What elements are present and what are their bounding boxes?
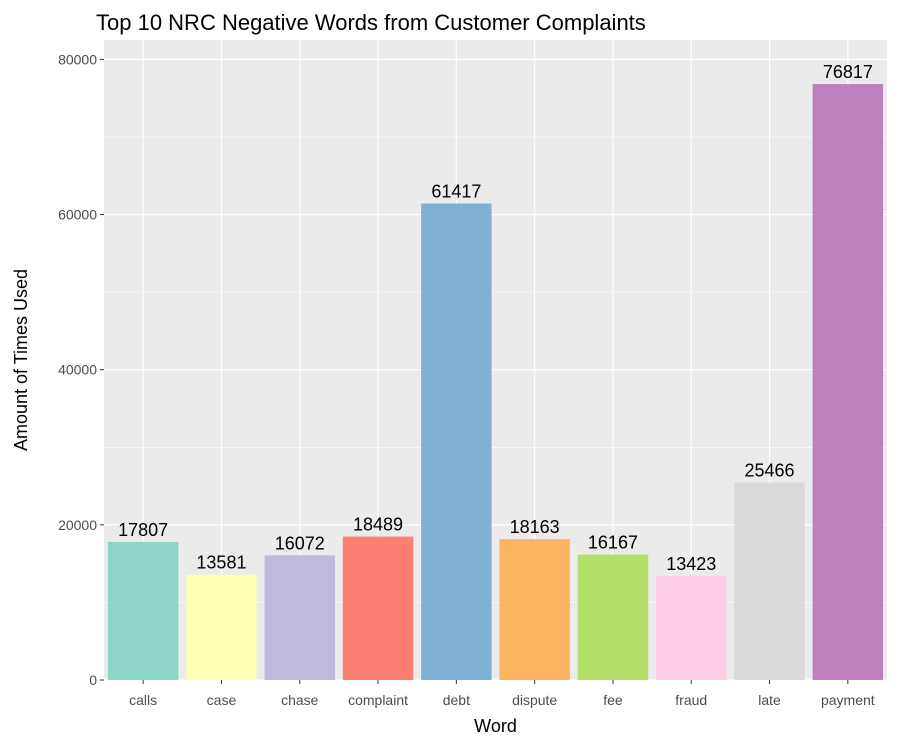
data-label-complaint: 18489 (353, 515, 403, 535)
data-labels: 17807 13581 16072 18489 61417 18163 16167 13423… (118, 62, 873, 574)
y-tick-label: 0 (89, 672, 97, 688)
data-label-chase: 16072 (275, 533, 325, 553)
data-label-case: 13581 (196, 553, 246, 573)
bar-payment (812, 84, 884, 680)
y-tick-label: 40000 (58, 362, 97, 378)
bar-fraud (656, 575, 727, 680)
bar-case (186, 574, 257, 680)
bar-fee (577, 554, 649, 680)
x-axis-title: Word (474, 716, 517, 736)
y-axis: 0 20000 40000 60000 80000 (58, 51, 104, 688)
x-tick-label-chase: chase (281, 692, 319, 708)
data-label-fee: 16167 (588, 533, 638, 553)
data-label-dispute: 18163 (510, 517, 560, 537)
bar-complaint (342, 536, 414, 680)
y-tick-label: 60000 (58, 207, 97, 223)
y-axis-title: Amount of Times Used (11, 269, 31, 451)
x-tick-label-complaint: complaint (348, 692, 408, 708)
bars (107, 84, 884, 680)
y-tick-label: 80000 (58, 51, 97, 67)
bar-debt (421, 203, 492, 680)
x-tick-label-dispute: dispute (512, 692, 557, 708)
x-tick-label-late: late (758, 692, 781, 708)
data-label-late: 25466 (745, 460, 795, 480)
x-tick-label-payment: payment (821, 692, 875, 708)
bar-calls (107, 541, 179, 680)
data-label-payment: 76817 (823, 62, 873, 82)
x-axis: calls case chase complaint debt dispute fee fra… (129, 680, 875, 708)
x-tick-label-calls: calls (129, 692, 157, 708)
x-tick-label-case: case (207, 692, 237, 708)
data-label-debt: 61417 (431, 182, 481, 202)
bar-chase (264, 555, 335, 680)
x-tick-label-fee: fee (603, 692, 623, 708)
data-label-calls: 17807 (118, 520, 168, 540)
bar-dispute (499, 539, 570, 680)
bar-late (734, 482, 805, 680)
data-label-fraud: 13423 (666, 554, 716, 574)
x-tick-label-debt: debt (443, 692, 470, 708)
x-tick-label-fraud: fraud (675, 692, 707, 708)
chart-title: Top 10 NRC Negative Words from Customer … (96, 10, 646, 35)
y-tick-label: 20000 (58, 517, 97, 533)
